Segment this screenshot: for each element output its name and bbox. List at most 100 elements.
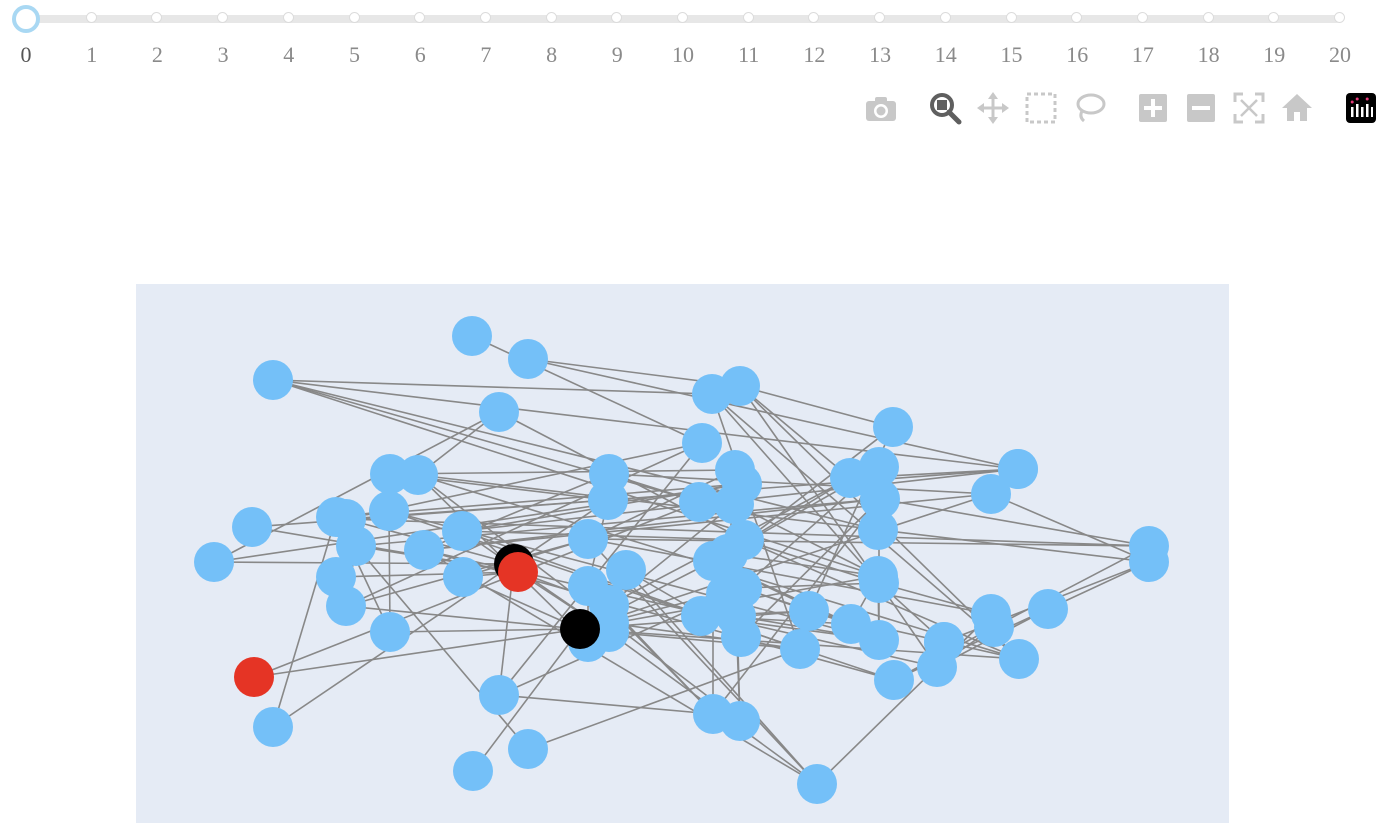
slider-step-tick[interactable]	[611, 12, 623, 23]
plotly-logo-button[interactable]	[1344, 91, 1378, 125]
graph-node[interactable]	[860, 479, 900, 519]
frame-slider[interactable]: 0 1 2 3 4 5 6 7 8 9 10 11 12 13 14 15 16 17 18 19 20	[0, 0, 1388, 80]
slider-step-label[interactable]: 2	[151, 42, 163, 67]
slider-step-tick[interactable]	[414, 12, 426, 23]
graph-node[interactable]	[874, 660, 914, 700]
zoom-in-button[interactable]	[1136, 91, 1170, 125]
graph-node[interactable]	[508, 339, 548, 379]
graph-node[interactable]	[453, 751, 493, 791]
lasso-select-button[interactable]	[1072, 91, 1106, 125]
slider-step-label[interactable]: 18	[1197, 42, 1220, 67]
slider-step-label[interactable]: 20	[1329, 42, 1351, 67]
graph-node[interactable]	[442, 511, 482, 551]
graph-node[interactable]	[232, 507, 272, 547]
reset-axes-button[interactable]	[1280, 91, 1314, 125]
graph-node[interactable]	[679, 482, 719, 522]
graph-node[interactable]	[724, 520, 764, 560]
slider-step-label[interactable]: 3	[217, 42, 229, 67]
slider-step-tick[interactable]	[1268, 12, 1280, 23]
pan-button[interactable]	[976, 91, 1010, 125]
graph-node[interactable]	[974, 607, 1014, 647]
graph-node[interactable]	[720, 701, 760, 741]
graph-node[interactable]	[706, 574, 746, 614]
slider-step-tick[interactable]	[348, 12, 360, 23]
slider-step-label[interactable]: 1	[86, 42, 98, 67]
graph-node[interactable]	[452, 316, 492, 356]
graph-node[interactable]	[589, 454, 629, 494]
graph-node[interactable]	[682, 423, 722, 463]
slider-step-tick[interactable]	[479, 12, 491, 23]
graph-node[interactable]	[404, 530, 444, 570]
graph-node[interactable]	[370, 454, 410, 494]
autoscale-button[interactable]	[1232, 91, 1266, 125]
slider-step-label[interactable]: 8	[546, 42, 558, 67]
box-select-button[interactable]	[1024, 91, 1058, 125]
graph-node[interactable]	[720, 366, 760, 406]
graph-node[interactable]	[568, 566, 608, 606]
slider-step-tick[interactable]	[939, 12, 951, 23]
slider-step-label[interactable]: 5	[349, 42, 360, 67]
graph-node[interactable]	[508, 729, 548, 769]
slider-step-label[interactable]: 12	[803, 42, 826, 67]
graph-node[interactable]	[999, 639, 1039, 679]
graph-node[interactable]	[924, 622, 964, 662]
graph-node[interactable]	[443, 557, 483, 597]
graph-node[interactable]	[780, 629, 820, 669]
graph-nodes[interactable]	[194, 316, 1169, 804]
graph-node[interactable]	[253, 360, 293, 400]
slider-step-tick[interactable]	[1136, 12, 1148, 23]
graph-node[interactable]	[194, 542, 234, 582]
graph-node[interactable]	[1028, 589, 1068, 629]
graph-node[interactable]	[797, 764, 837, 804]
slider-step-label[interactable]: 10	[672, 42, 694, 67]
slider-step-tick[interactable]	[1071, 12, 1083, 23]
slider-step-label[interactable]: 13	[869, 42, 892, 67]
graph-node[interactable]	[858, 556, 898, 596]
slider-step-label[interactable]: 9	[611, 42, 623, 67]
slider-step-tick[interactable]	[1202, 12, 1214, 23]
graph-node-red[interactable]	[498, 552, 538, 592]
slider-step-tick[interactable]	[677, 12, 688, 23]
slider-step-tick[interactable]	[808, 12, 820, 23]
graph-node[interactable]	[326, 499, 366, 539]
slider-step-tick[interactable]	[742, 12, 754, 23]
graph-node[interactable]	[316, 557, 356, 597]
slider-step-tick[interactable]	[874, 12, 886, 23]
graph-node[interactable]	[1129, 526, 1169, 566]
slider-step-label[interactable]: 15	[1000, 42, 1023, 67]
slider-step-tick[interactable]	[282, 12, 294, 23]
slider-step-label[interactable]: 19	[1263, 42, 1286, 67]
slider-step-tick[interactable]	[1005, 12, 1017, 23]
slider-step-tick[interactable]	[217, 12, 229, 23]
graph-node[interactable]	[971, 474, 1011, 514]
slider-step-label[interactable]: 6	[414, 42, 426, 67]
slider-step-tick[interactable]	[1334, 12, 1345, 23]
slider-step-tick[interactable]	[151, 12, 163, 23]
graph-node-red[interactable]	[234, 657, 274, 697]
graph-node[interactable]	[998, 449, 1038, 489]
graph-node[interactable]	[253, 707, 293, 747]
graph-node[interactable]	[858, 510, 898, 550]
slider-step-label[interactable]: 16	[1066, 42, 1089, 67]
graph-node[interactable]	[568, 519, 608, 559]
graph-node[interactable]	[398, 455, 438, 495]
slider-handle[interactable]	[12, 5, 40, 33]
slider-step-label[interactable]: 17	[1131, 42, 1154, 67]
slider-step-label[interactable]: 7	[480, 42, 492, 67]
slider-step-label[interactable]: 0	[20, 42, 32, 67]
graph-node[interactable]	[369, 491, 409, 531]
graph-node[interactable]	[370, 612, 410, 652]
graph-node[interactable]	[859, 620, 899, 660]
slider-step-label[interactable]: 11	[738, 42, 760, 67]
zoom-button[interactable]	[928, 91, 962, 125]
camera-button[interactable]	[864, 91, 898, 125]
slider-step-label[interactable]: 14	[934, 42, 957, 67]
graph-node-black[interactable]	[560, 609, 600, 649]
zoom-out-button[interactable]	[1184, 91, 1218, 125]
graph-node[interactable]	[606, 550, 646, 590]
slider-step-label[interactable]: 4	[283, 42, 295, 67]
graph-node[interactable]	[873, 407, 913, 447]
slider-step-tick[interactable]	[545, 12, 557, 23]
graph-node[interactable]	[715, 450, 755, 490]
